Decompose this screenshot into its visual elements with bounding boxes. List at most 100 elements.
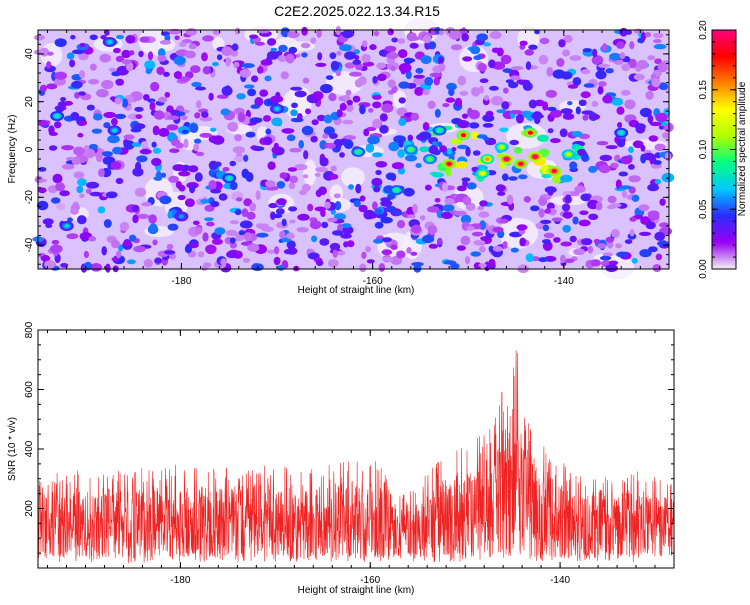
spectrogram-cell xyxy=(407,36,420,41)
spectrogram-cell xyxy=(160,172,166,178)
spectrogram-cell xyxy=(538,208,545,218)
spectrogram-cell xyxy=(243,198,253,207)
spectrogram-cell xyxy=(506,194,514,205)
spectrogram-cell xyxy=(574,185,586,193)
spectrogram-cell xyxy=(136,155,148,163)
spectrogram-cell xyxy=(311,119,319,126)
spectrogram-cell xyxy=(174,35,180,41)
spectrogram-cell xyxy=(387,28,395,36)
spectrogram-hotspot xyxy=(64,223,70,228)
spectrogram-cell xyxy=(496,47,504,57)
spectrogram-cell xyxy=(382,256,394,262)
spectrogram-cell xyxy=(415,67,424,74)
spectrogram-cell xyxy=(189,123,199,133)
spectrogram-cell xyxy=(418,131,432,140)
spectrogram-cell xyxy=(549,109,563,118)
spectrogram-hotspot xyxy=(460,133,467,138)
spectrogram-cell xyxy=(247,88,257,97)
spectrogram-cell xyxy=(385,205,397,213)
spectrogram-cell xyxy=(327,259,339,268)
spectrogram-cell xyxy=(365,143,375,153)
spectrogram-cell xyxy=(362,40,368,48)
spectrogram-cell xyxy=(359,263,367,273)
spectrogram-cell xyxy=(229,220,239,225)
spectrogram-cell xyxy=(413,74,426,79)
spectrogram-cell xyxy=(488,258,496,268)
spectrogram-cell xyxy=(243,84,255,89)
spectrogram-cell xyxy=(250,145,259,150)
spectrogram-cell xyxy=(46,51,54,56)
spectrogram-cell xyxy=(334,213,346,221)
spectrogram-cell xyxy=(220,108,231,116)
spectrogram-cell xyxy=(341,29,354,39)
spectrogram-cell xyxy=(249,34,259,39)
spectrogram-cell xyxy=(507,81,519,89)
spectrogram-hotspot xyxy=(111,128,118,133)
spectrogram-cell xyxy=(616,139,626,148)
spectrogram-cell xyxy=(635,124,646,134)
snr-panel: -180 -160 -140 200 400 600 800 Height of stra… xyxy=(7,321,675,596)
spectrogram-hotspot xyxy=(274,106,280,111)
spectrogram-cell xyxy=(38,167,47,172)
spectrogram-cell xyxy=(651,77,661,88)
spectrogram-cell xyxy=(528,99,538,109)
spectrogram-cell xyxy=(184,198,195,207)
spectrogram-cell xyxy=(40,254,51,262)
spectrogram-cell xyxy=(150,81,160,92)
spectrogram-cell xyxy=(363,128,370,137)
spectrogram-cell xyxy=(471,87,481,97)
spectrogram-cell xyxy=(368,108,374,113)
spectrogram-cell xyxy=(534,29,540,35)
spectrogram-cell xyxy=(79,193,85,199)
spectrogram-cell xyxy=(617,122,623,128)
spectrogram-cell xyxy=(291,102,298,109)
spectrogram-cell xyxy=(204,217,214,222)
spectrogram-cell xyxy=(562,113,575,120)
spectrogram-cell xyxy=(255,41,265,46)
spectrogram-cell xyxy=(294,163,308,171)
spectrogram-cell xyxy=(175,181,182,189)
spectrogram-cell xyxy=(45,223,53,228)
spectrogram-cell xyxy=(581,238,593,246)
spectrogram-cell xyxy=(133,245,146,253)
spectrogram-cell xyxy=(398,63,412,73)
spectrogram-cell xyxy=(602,94,613,104)
spectrogram-cell xyxy=(372,118,382,129)
spectrogram-cell xyxy=(210,127,217,132)
spectrogram-cell xyxy=(234,27,241,35)
spectrogram-cell xyxy=(319,238,330,246)
spectrogram-cell xyxy=(221,86,233,96)
spectrogram-cell xyxy=(652,32,664,39)
spectrogram-cell xyxy=(597,243,607,249)
spectrogram-cell xyxy=(326,142,336,149)
spectrogram-cell xyxy=(412,203,418,214)
spectrogram-cell xyxy=(515,113,524,124)
spectrogram-cell xyxy=(480,236,490,241)
spectrogram-hotspot xyxy=(527,130,533,135)
spectrogram-cell xyxy=(79,70,86,79)
spectrogram-cell xyxy=(588,165,598,173)
spectrogram-cell xyxy=(500,54,512,65)
spectrogram-cell xyxy=(537,134,549,142)
spectrogram-cell xyxy=(597,63,610,68)
spectrogram-cell xyxy=(188,43,197,50)
spectrogram-cell xyxy=(560,254,566,264)
spectrogram-cell xyxy=(633,73,645,81)
spectrogram-cell xyxy=(315,166,328,173)
spectrogram-cell xyxy=(540,164,549,175)
spectrogram-cell xyxy=(388,141,400,152)
spectrogram-cell xyxy=(483,42,492,47)
spectrogram-cell xyxy=(652,264,662,272)
spectrogram-cell xyxy=(359,104,366,115)
spectrogram-cell xyxy=(393,210,403,216)
spectrogram-cell xyxy=(225,56,231,67)
spectrogram-cell xyxy=(618,171,628,177)
spectrogram-cell xyxy=(538,257,548,263)
spectrogram-x-ticks: -180 -160 -140 xyxy=(47,30,660,287)
spectrogram-cell xyxy=(639,107,652,118)
spectrogram-cell xyxy=(279,172,288,179)
spectrogram-cell xyxy=(122,98,128,108)
spectrogram-cell xyxy=(599,154,612,162)
spectrogram-cell xyxy=(220,258,228,266)
spectrogram-cell xyxy=(206,221,215,227)
